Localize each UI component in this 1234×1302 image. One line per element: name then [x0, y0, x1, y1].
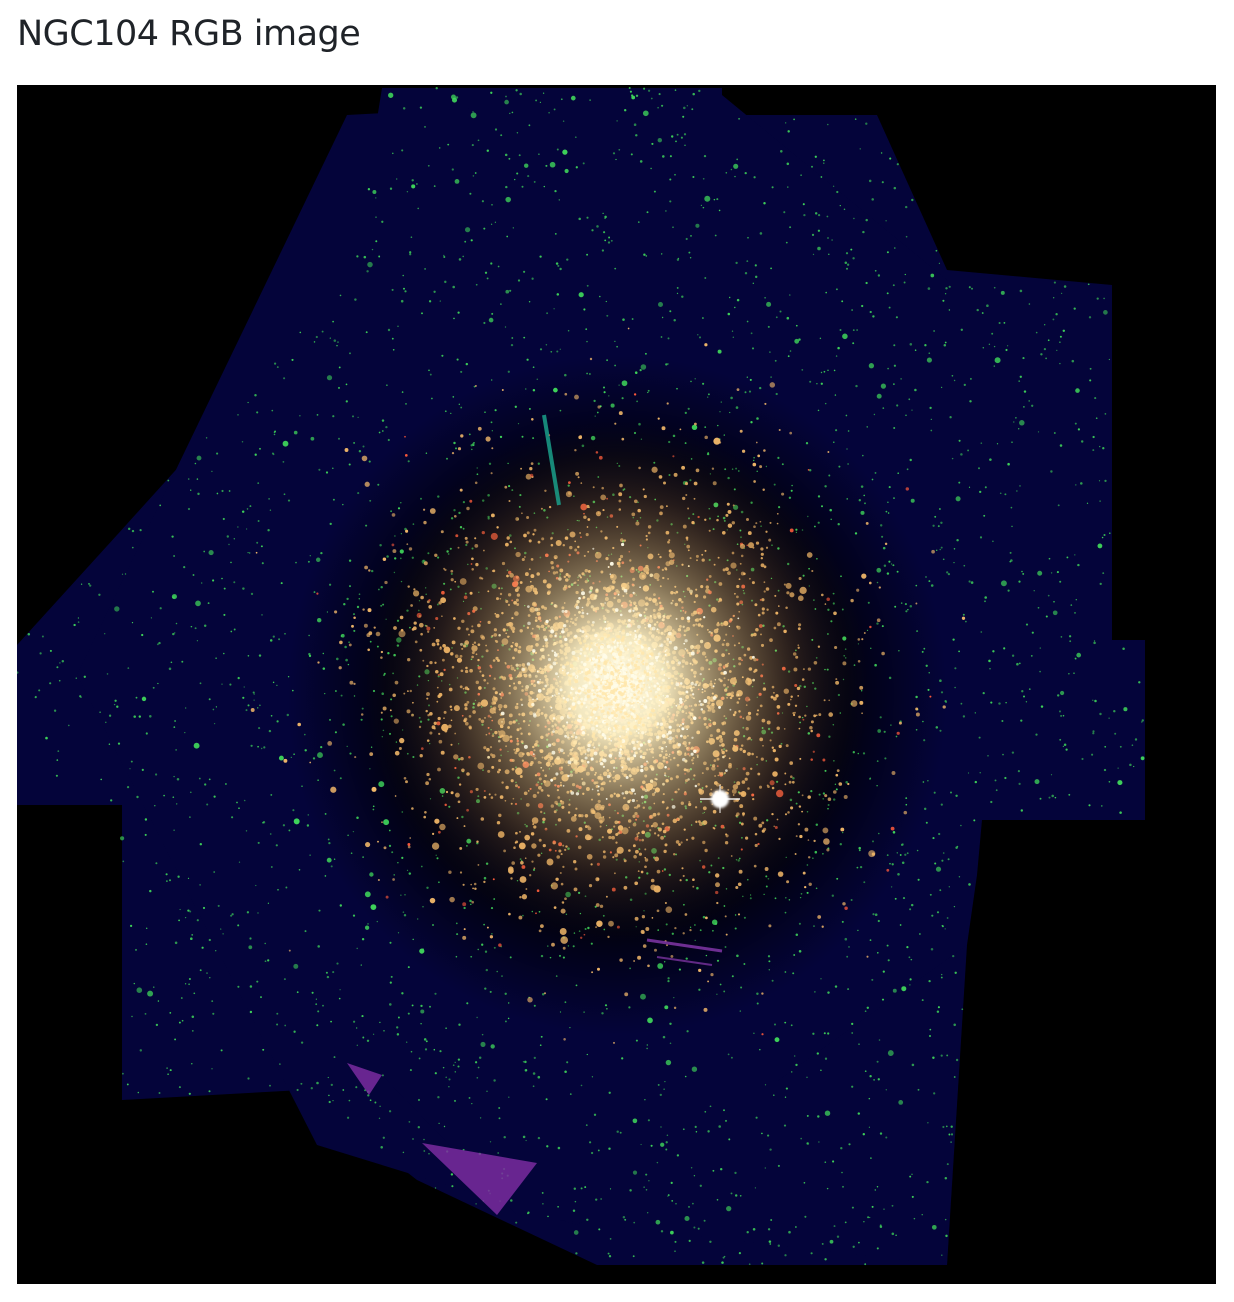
star-field-canvas — [17, 85, 1216, 1284]
core-stars — [460, 542, 755, 809]
ngc104-rgb-image — [17, 85, 1216, 1284]
page-title: NGC104 RGB image — [17, 14, 361, 54]
purple-streak-1 — [646, 938, 723, 953]
purple-artifact-large — [422, 1143, 537, 1215]
purple-streak-2 — [656, 956, 713, 966]
bright-star — [700, 785, 740, 813]
teal-streak — [542, 414, 561, 506]
purple-artifact-small — [347, 1063, 382, 1095]
